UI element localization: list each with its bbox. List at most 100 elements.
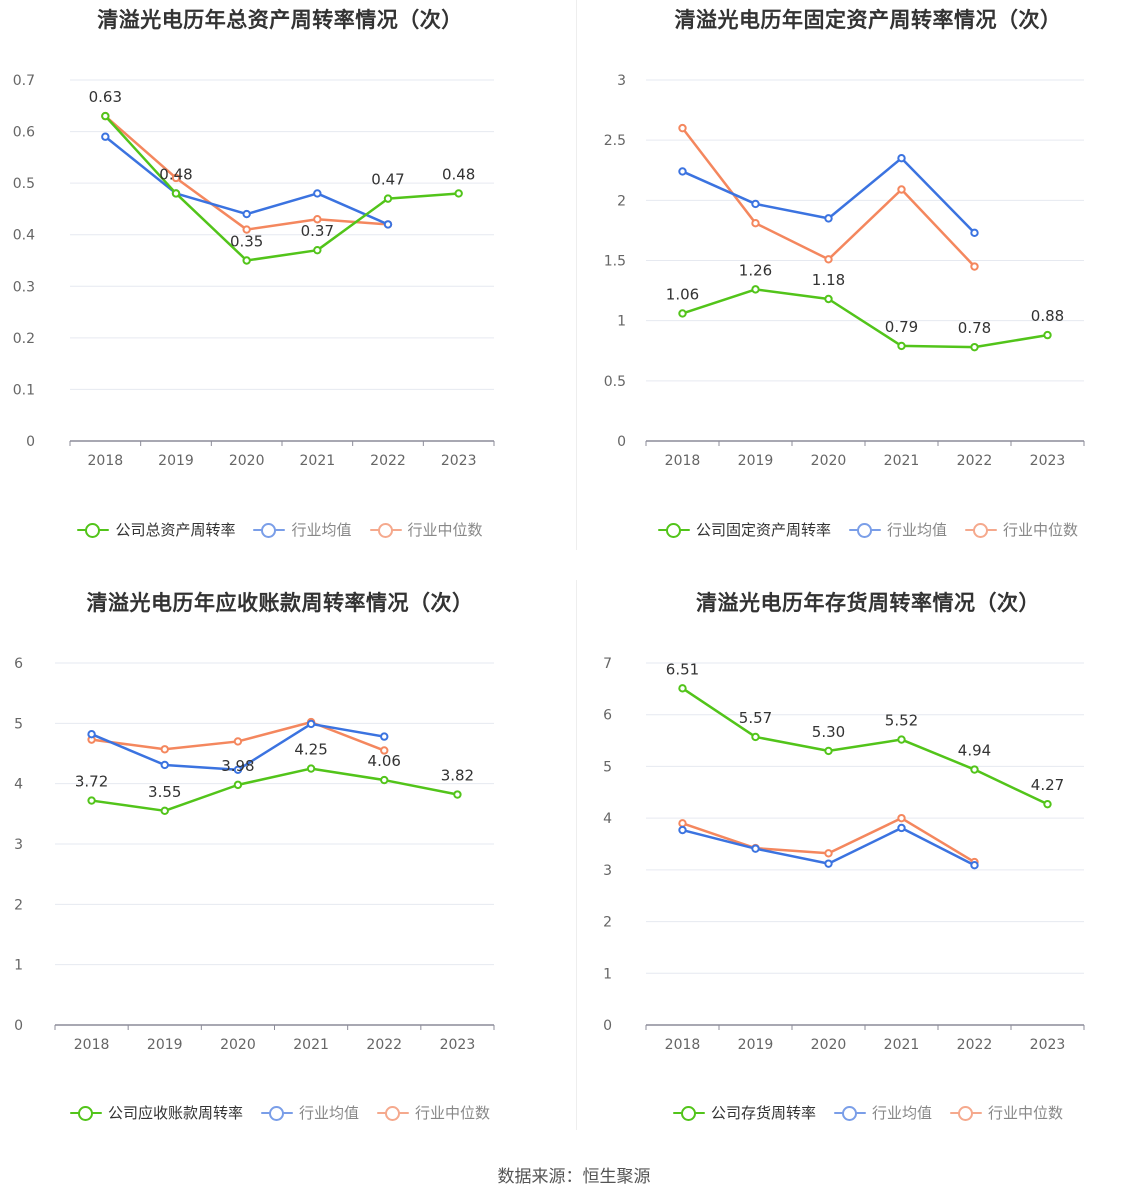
data-label: 0.48: [159, 165, 192, 183]
legend-item-industry-median[interactable]: 行业中位数: [950, 1102, 1063, 1123]
legend-item-industry-avg[interactable]: 行业均值: [253, 519, 352, 540]
chart-plot: 0 1 2 3 4 5 6 2018 2019 2020 2021 2022 2023 3.72 3.55 3…: [14, 656, 495, 1053]
data-label: 3.55: [148, 783, 181, 801]
data-label: 0.78: [958, 319, 991, 337]
data-point: [751, 218, 760, 228]
data-point: [678, 309, 687, 318]
data-label: 1.26: [739, 261, 772, 279]
data-point: [171, 173, 181, 183]
x-tick-label: 2020: [220, 1037, 256, 1053]
vertical-divider-bottom: [576, 580, 577, 1130]
legend-item-company[interactable]: 公司应收账款周转率: [69, 1102, 243, 1123]
x-tick-label: 2022: [957, 1037, 993, 1053]
legend-label: 行业均值: [291, 521, 352, 539]
data-label: 4.94: [958, 742, 991, 760]
data-label: 1.06: [666, 285, 699, 303]
data-label: 3.98: [221, 757, 254, 775]
data-point: [824, 849, 833, 858]
data-point: [970, 262, 979, 271]
legend-item-company[interactable]: 公司存货周转率: [672, 1102, 816, 1123]
x-tick-label: 2020: [811, 1037, 847, 1053]
data-label: 4.25: [294, 741, 327, 759]
legend-label: 公司存货周转率: [710, 1104, 816, 1122]
y-tick-label: 4: [603, 811, 612, 827]
data-point: [242, 256, 251, 265]
y-tick-label: 0: [14, 1018, 23, 1034]
data-point: [897, 185, 906, 194]
legend-label: 行业均值: [871, 1104, 932, 1122]
y-tick-label: 4: [14, 777, 23, 793]
data-point: [678, 825, 687, 835]
data-point: [1043, 799, 1052, 809]
data-label: 0.48: [442, 165, 475, 183]
legend-item-industry-median[interactable]: 行业中位数: [377, 1102, 490, 1123]
legend-item-industry-median[interactable]: 行业中位数: [965, 519, 1078, 540]
y-tick-label: 3: [603, 863, 612, 879]
legend-item-company[interactable]: 公司总资产周转率: [77, 519, 235, 540]
x-tick-label: 2021: [293, 1037, 329, 1053]
vertical-divider-top: [576, 0, 577, 550]
legend-item-industry-avg[interactable]: 行业均值: [260, 1102, 359, 1123]
y-tick-label: 5: [603, 759, 612, 775]
legend-item-industry-avg[interactable]: 行业均值: [833, 1102, 932, 1123]
legend-median-line-icon: [369, 522, 402, 538]
data-point: [678, 123, 687, 133]
data-point: [160, 745, 169, 754]
data-label: 0.79: [885, 318, 918, 336]
legend-label: 公司总资产周转率: [115, 521, 236, 539]
data-point: [897, 813, 906, 823]
data-point: [242, 209, 251, 219]
data-point: [380, 746, 389, 755]
legend-item-industry-median[interactable]: 行业中位数: [369, 519, 483, 540]
y-tick-label: 1: [603, 966, 612, 982]
chart-plot: 0 0.1 0.2 0.3 0.4 0.5 0.6 0.7 2018 2019 2020 2021 20…: [13, 73, 495, 469]
series-line: [681, 687, 1049, 806]
x-tick-label: 2018: [88, 453, 124, 469]
chart-title: 清溢光电历年应收账款周转率情况（次）: [86, 591, 474, 615]
data-label: 4.06: [368, 752, 401, 770]
chart-plot: 0 1 2 3 4 5 6 7 2018 2019 2020 2021 2022 2023 6.51 5.57…: [603, 656, 1085, 1053]
data-point: [970, 228, 979, 238]
legend-label: 行业中位数: [988, 1104, 1064, 1122]
data-label: 0.35: [230, 233, 263, 251]
data-label: 5.30: [812, 723, 845, 741]
legend-item-company[interactable]: 公司固定资产周转率: [657, 519, 831, 540]
chart-legend: 公司存货周转率 行业均值 行业中位数: [588, 1102, 1148, 1123]
chart-legend: 公司固定资产周转率 行业均值 行业中位数: [588, 519, 1148, 540]
legend-label: 公司固定资产周转率: [695, 521, 831, 539]
data-point: [824, 294, 833, 304]
data-point: [751, 285, 760, 294]
data-label: 0.37: [301, 222, 334, 240]
legend-item-industry-avg[interactable]: 行业均值: [848, 519, 947, 540]
y-tick-label: 2: [603, 915, 612, 931]
data-point: [101, 111, 110, 121]
y-tick-label: 3: [14, 837, 23, 853]
x-tick-label: 2022: [957, 453, 993, 469]
data-point: [970, 765, 979, 774]
data-point: [313, 215, 322, 224]
data-point: [383, 220, 393, 229]
x-tick-label: 2019: [158, 453, 194, 469]
chart-plot: 0 0.5 1 1.5 2 2.5 3 2018 2019 2020 2021 2022 2023 1.0…: [604, 73, 1085, 469]
data-point: [678, 684, 687, 693]
data-label: 4.27: [1031, 776, 1064, 794]
data-point: [824, 255, 833, 264]
legend-label: 行业中位数: [407, 521, 483, 539]
series-line: [91, 720, 385, 752]
data-point: [380, 732, 389, 741]
data-point: [306, 764, 316, 773]
y-tick-label: 0.6: [13, 125, 35, 141]
legend-median-line-icon: [965, 522, 997, 538]
legend-avg-line-icon: [833, 1105, 866, 1121]
data-point: [171, 189, 181, 198]
y-tick-label: 0.5: [604, 374, 626, 390]
legend-avg-line-icon: [260, 1105, 293, 1121]
y-tick-label: 0.1: [13, 382, 35, 398]
y-tick-label: 0.4: [13, 228, 35, 244]
data-point: [897, 154, 906, 163]
x-tick-label: 2018: [74, 1037, 110, 1053]
x-tick-label: 2019: [738, 1037, 774, 1053]
y-tick-label: 2.5: [604, 133, 626, 149]
data-point: [897, 823, 906, 833]
legend-label: 行业均值: [298, 1104, 359, 1122]
